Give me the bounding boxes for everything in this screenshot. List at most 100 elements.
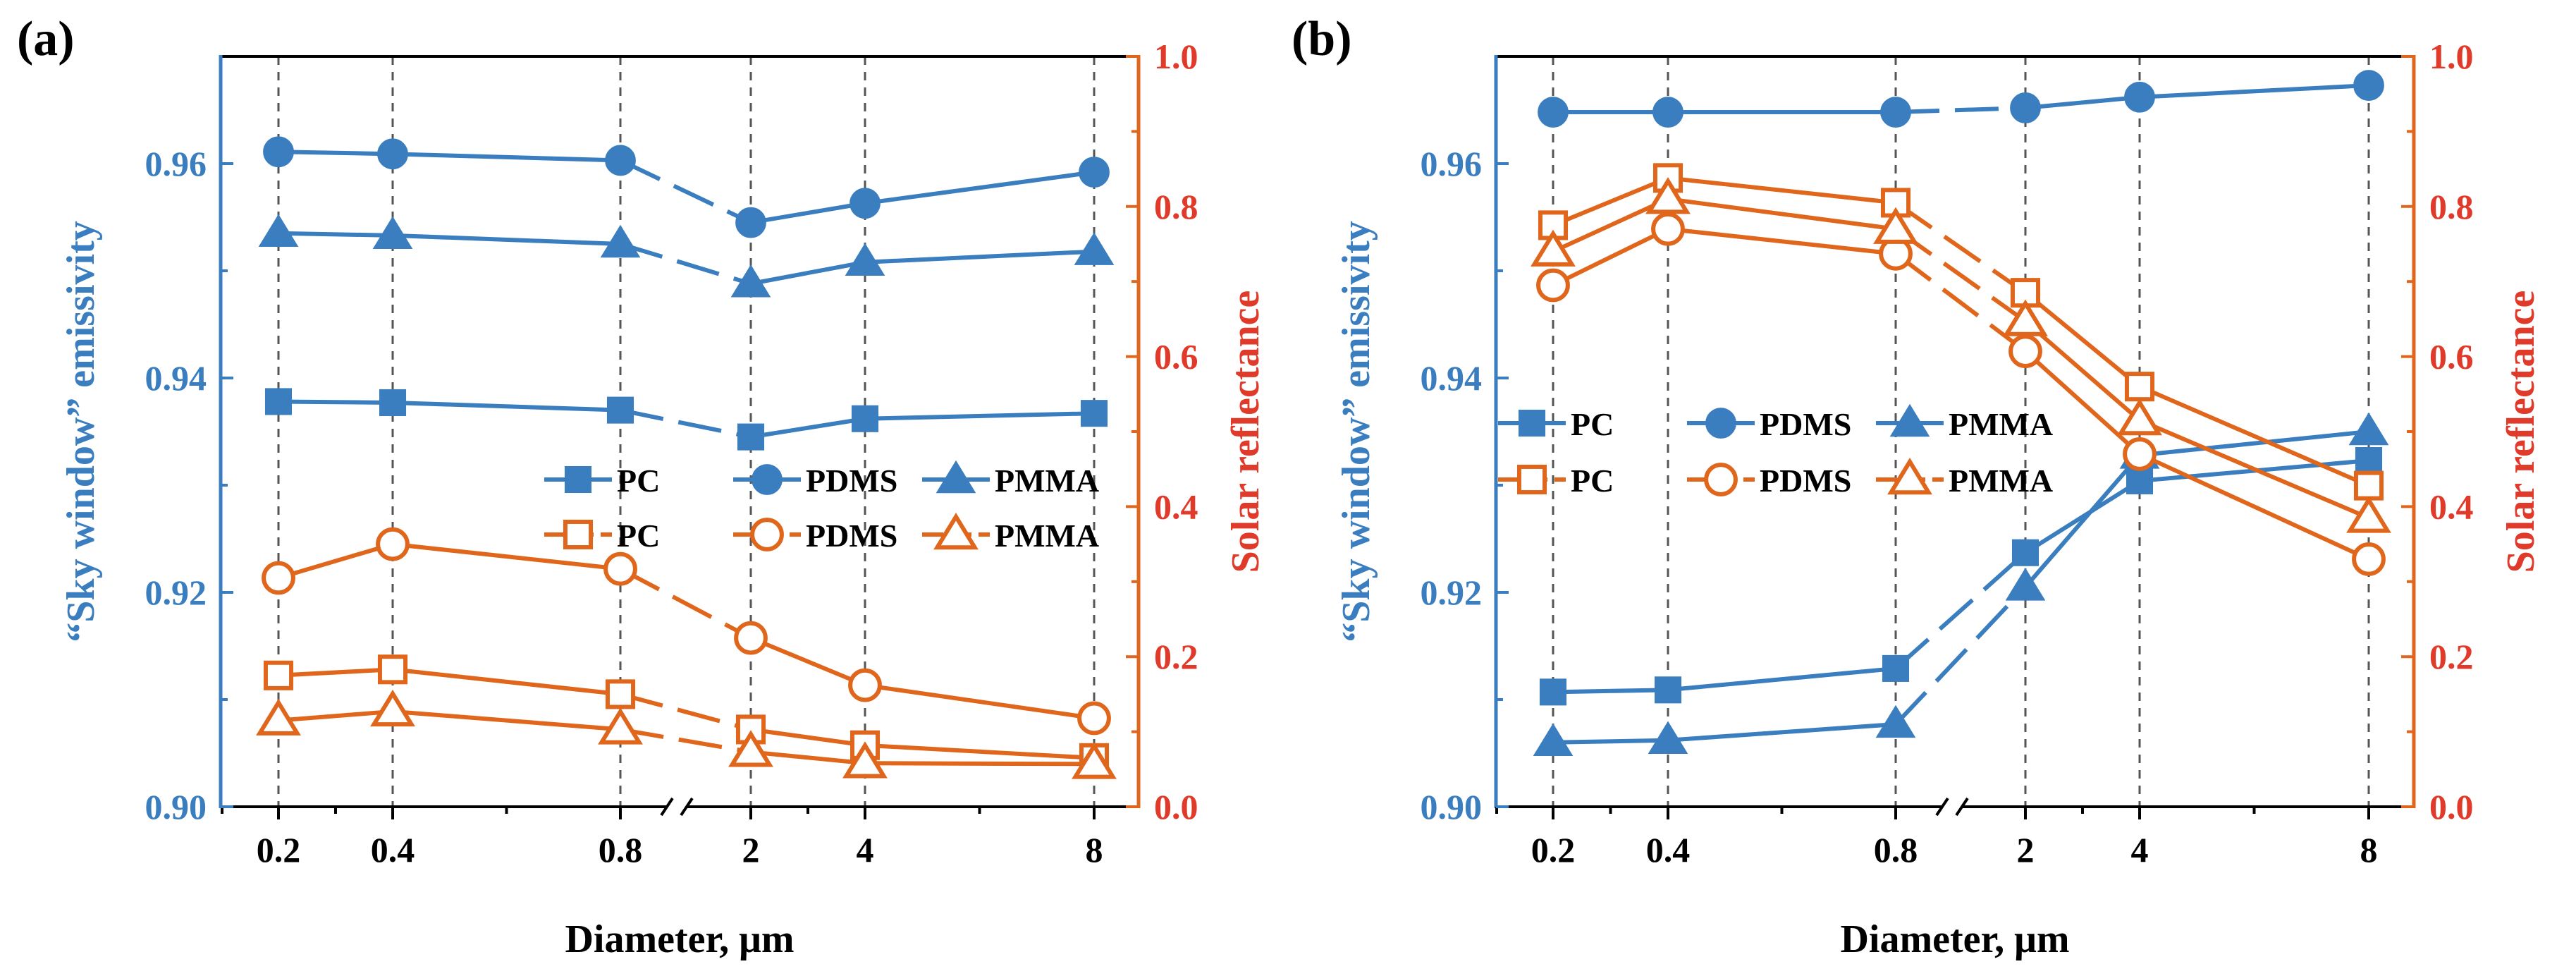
data-point <box>600 224 641 258</box>
data-point <box>2126 467 2154 494</box>
data-point <box>377 654 408 685</box>
data-point <box>379 389 407 416</box>
data-point <box>2348 412 2389 446</box>
legend: PC PDMS PMMA PC PDMS PMMA <box>1498 403 2053 499</box>
x-tick-label: 0.8 <box>599 830 643 870</box>
series-segment <box>2023 349 2142 456</box>
series-segment <box>392 667 621 697</box>
data-point <box>1531 229 1576 267</box>
series-segment <box>1552 738 1669 745</box>
data-point <box>372 216 413 250</box>
data-point <box>1077 701 1111 736</box>
right-y-tick-label: 0.2 <box>2429 637 2474 676</box>
data-point <box>728 730 773 767</box>
data-point <box>851 405 879 432</box>
legend-label: PMMA <box>995 518 1099 554</box>
left-y-tick-label: 0.94 <box>1421 358 1483 398</box>
series-segment <box>620 408 752 439</box>
legend-marker <box>1887 457 1932 495</box>
series-segment <box>750 416 866 439</box>
x-tick-label: 4 <box>2131 830 2149 870</box>
legend-marker <box>752 464 783 495</box>
series-segment <box>1894 551 2027 671</box>
legend-label: PC <box>617 518 660 554</box>
legend-marker <box>1518 409 1546 437</box>
data-point <box>2355 447 2383 475</box>
data-point <box>377 138 408 170</box>
data-point <box>2124 81 2155 113</box>
x-tick-label: 8 <box>1086 830 1103 870</box>
data-point <box>1645 177 1691 214</box>
data-point <box>2117 398 2162 436</box>
legend-marker <box>1889 403 1930 437</box>
data-point <box>605 145 636 176</box>
left-y-tick-label: 0.92 <box>1421 573 1483 612</box>
panel-b: 0.2 0.4 0.8 2 4 8 0.90 0.92 0.94 0.96 0.0 0.2 0.4 0.6… <box>1292 12 2543 961</box>
data-point <box>606 396 634 424</box>
series-segment <box>750 727 866 748</box>
series-segment <box>2138 452 2370 561</box>
series-segment <box>392 709 621 732</box>
data-point <box>1533 723 1574 757</box>
axis-break-mark <box>660 797 674 817</box>
data-point <box>734 621 768 655</box>
legend-marker <box>1704 463 1738 496</box>
right-y-tick-label: 0.8 <box>2429 187 2474 226</box>
data-point <box>598 707 643 745</box>
series-segment <box>2138 418 2370 520</box>
right-y-axis-label: Solar reflectance <box>1224 291 1268 573</box>
right-y-tick-label: 0.0 <box>2429 787 2474 826</box>
legend-label: PDMS <box>1760 406 1851 442</box>
legend-label: PC <box>1571 406 1614 442</box>
left-y-tick-label: 0.90 <box>1421 787 1483 826</box>
legend: PC PDMS PMMA PC PDMS PMMA <box>544 460 1099 554</box>
data-point <box>376 527 410 561</box>
right-y-tick-label: 1.0 <box>2429 37 2474 76</box>
series-segment <box>620 727 752 755</box>
data-point <box>848 668 882 702</box>
data-point <box>370 689 415 727</box>
data-point <box>256 698 301 736</box>
left-y-tick-label: 0.96 <box>1421 144 1483 183</box>
series-segment <box>1552 197 1669 254</box>
left-y-tick-label: 0.96 <box>145 144 207 183</box>
legend-label: PMMA <box>1949 406 2053 442</box>
series-segment <box>278 709 393 723</box>
series-segment <box>864 170 1095 206</box>
x-tick-label: 0.2 <box>257 830 301 870</box>
series-segment <box>1894 201 2027 295</box>
right-y-tick-label: 0.6 <box>1154 337 1198 377</box>
data-point <box>2124 372 2155 402</box>
data-point <box>1880 97 1911 128</box>
series-segment <box>1552 688 1669 695</box>
legend-marker <box>936 460 976 494</box>
x-tick-label: 8 <box>2360 830 2378 870</box>
data-point <box>263 660 294 690</box>
series-segment <box>2138 384 2370 488</box>
right-y-tick-label: 1.0 <box>1154 37 1198 76</box>
data-point <box>1654 676 1682 704</box>
series-segment <box>1667 176 1896 205</box>
axis-break-mark <box>1935 797 1949 817</box>
x-tick-label: 0.4 <box>1646 830 1691 870</box>
series-segment <box>620 692 752 732</box>
legend-label: PC <box>617 463 660 499</box>
series-segment <box>750 260 866 286</box>
legend-label: PC <box>1571 463 1614 499</box>
data-point <box>1538 97 1569 128</box>
data-point <box>603 551 637 586</box>
series-segment <box>750 201 866 225</box>
legend-label: PDMS <box>806 518 897 554</box>
x-tick-label: 2 <box>742 830 760 870</box>
data-point <box>1536 268 1570 303</box>
legend-label: PDMS <box>1760 463 1851 499</box>
legend-marker <box>750 518 784 551</box>
series-segment <box>1894 227 2027 324</box>
right-y-tick-label: 0.2 <box>1154 637 1198 676</box>
data-point <box>737 423 765 451</box>
x-tick-label: 4 <box>857 830 874 870</box>
data-point <box>2353 70 2384 101</box>
legend-marker <box>563 519 594 550</box>
data-point <box>842 741 888 779</box>
series-segment <box>750 750 866 766</box>
